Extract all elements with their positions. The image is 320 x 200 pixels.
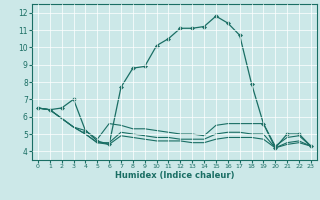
X-axis label: Humidex (Indice chaleur): Humidex (Indice chaleur) (115, 171, 234, 180)
